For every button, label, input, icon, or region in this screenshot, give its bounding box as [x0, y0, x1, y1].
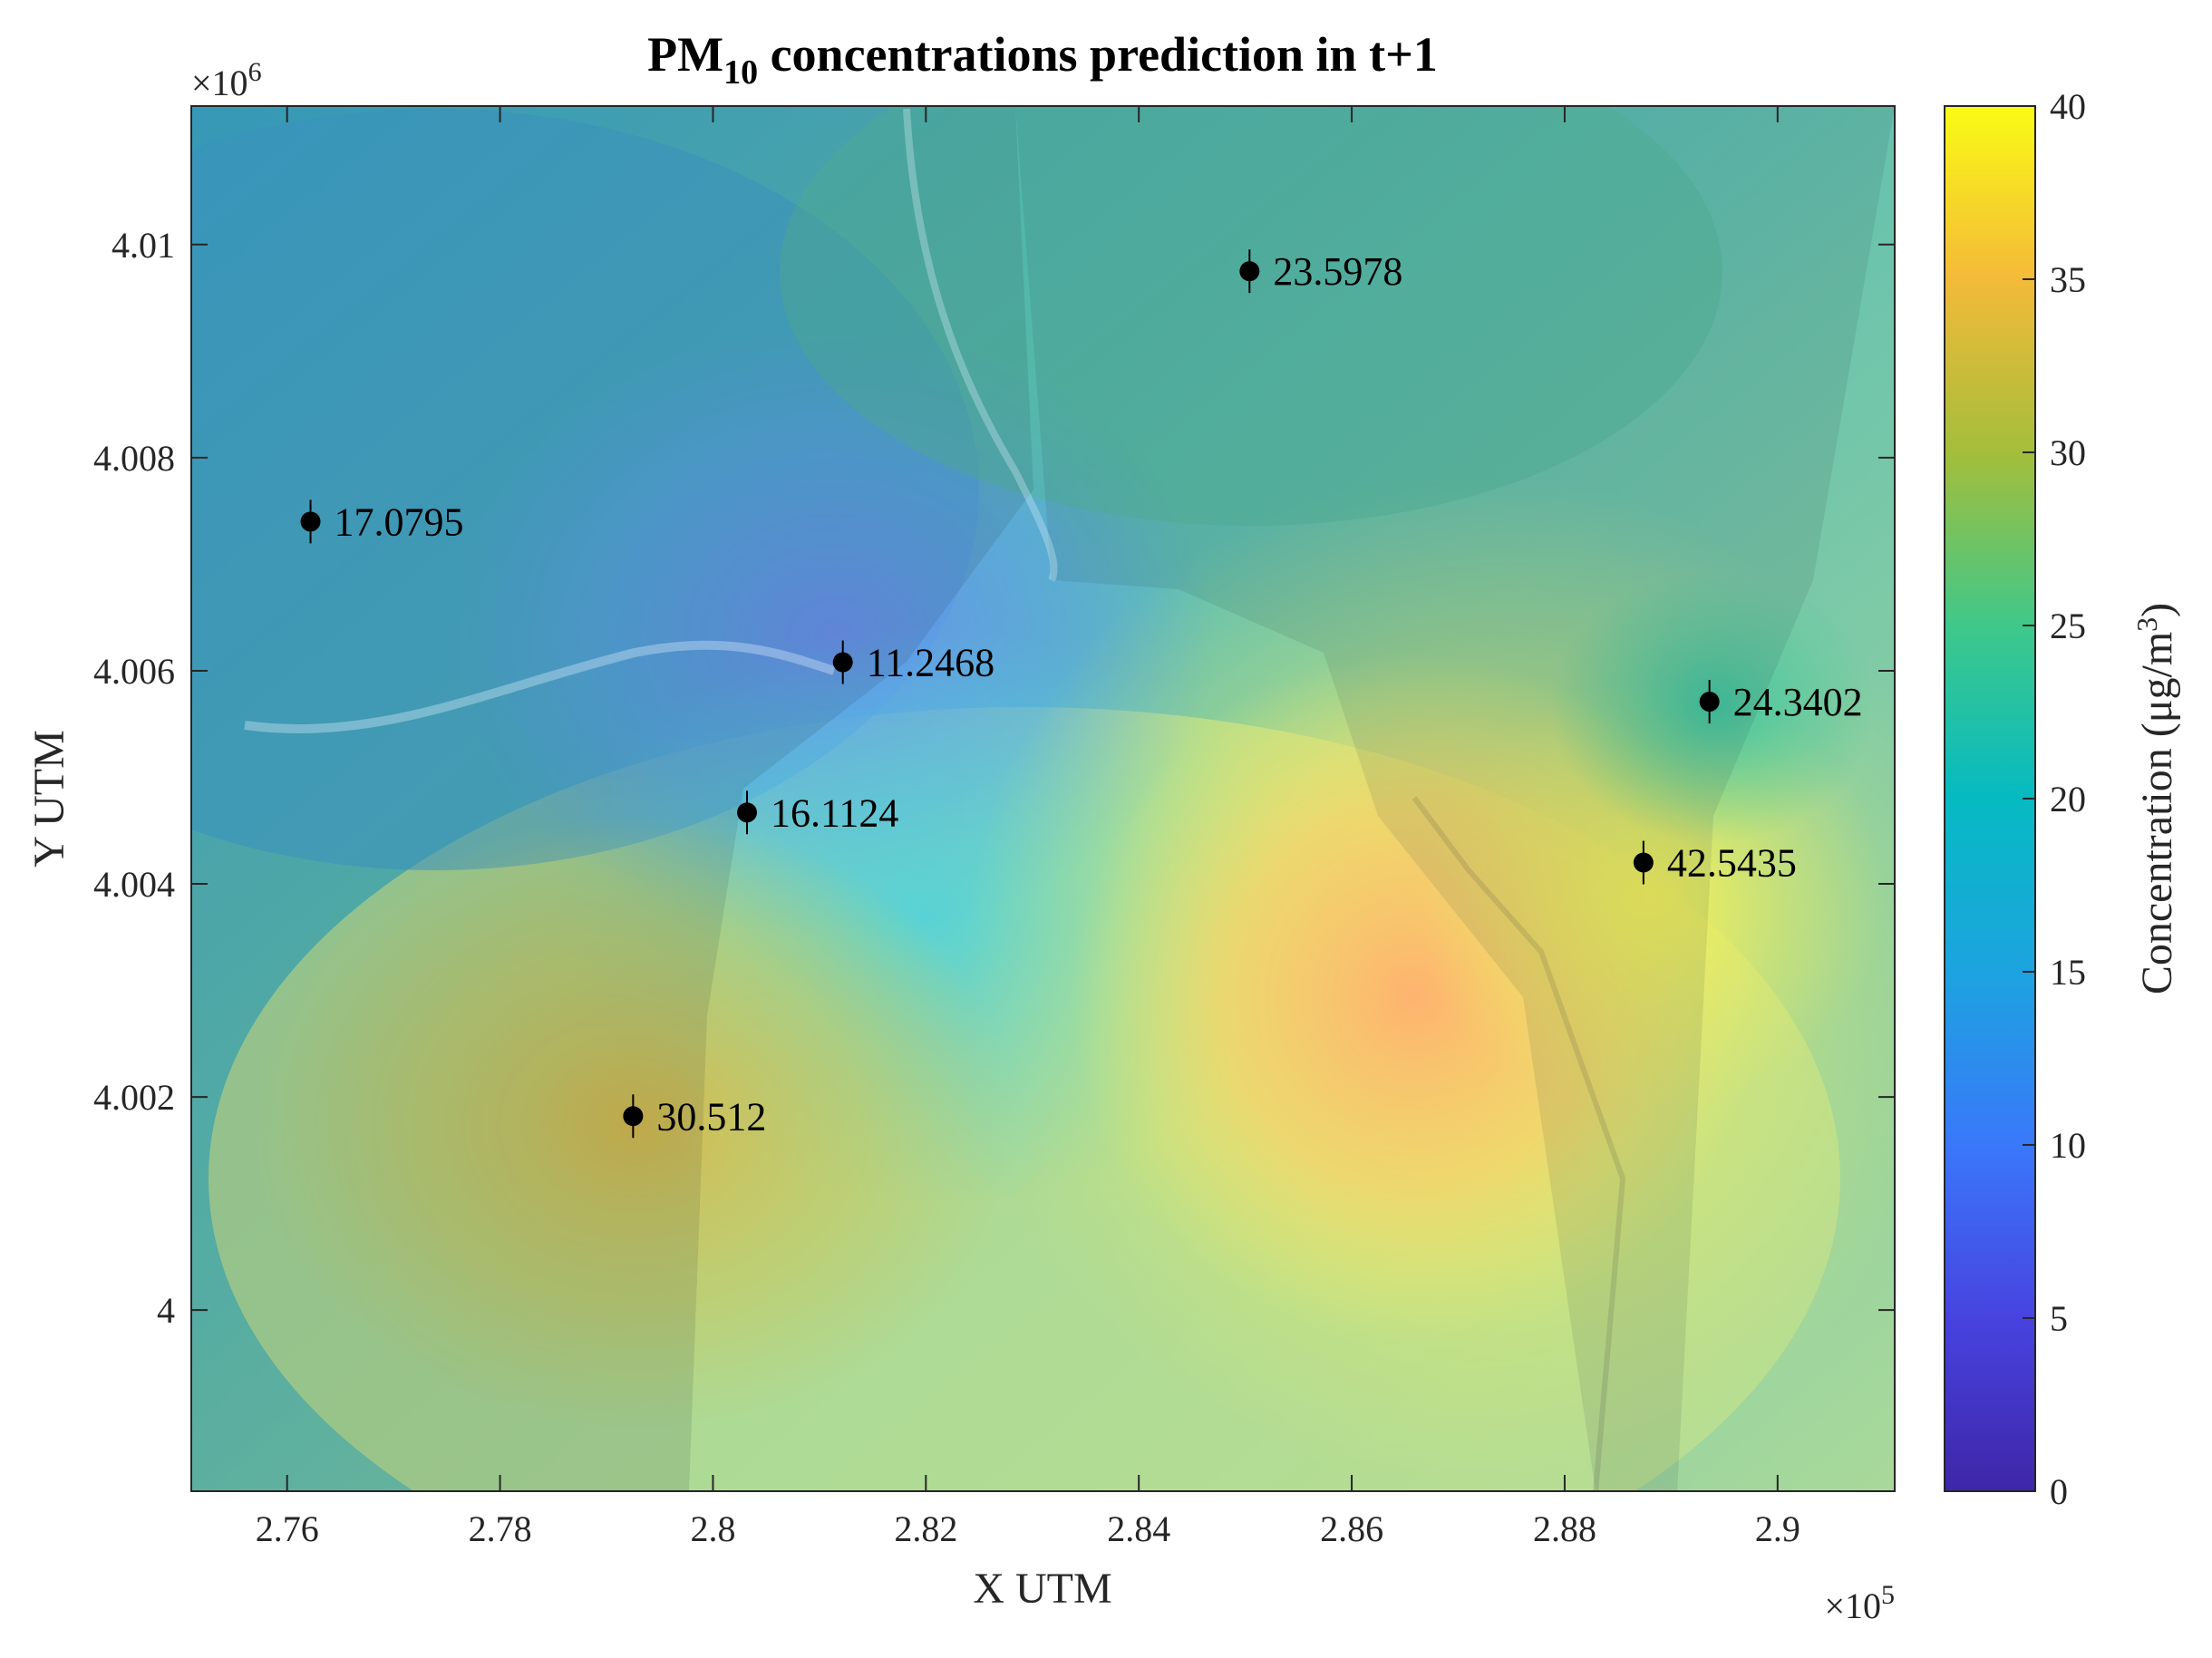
- colorbar-label: Concentration (μg/m3): [2130, 603, 2181, 994]
- colorbar-tick-label: 30: [2050, 432, 2086, 473]
- colorbar-tick-label: 10: [2050, 1125, 2086, 1166]
- station-marker: [1633, 852, 1654, 873]
- station-value-label: 42.5435: [1667, 841, 1797, 886]
- x-tick-label: 2.8: [690, 1508, 735, 1549]
- x-tick-label: 2.78: [469, 1508, 532, 1549]
- y-tick-label: 4.006: [93, 651, 175, 692]
- x-tick-label: 2.84: [1107, 1508, 1170, 1549]
- station-points: 17.0795 11.2468 16.1124 30.512 23.5978 24.340…: [300, 249, 1863, 1139]
- y-tick-label: 4: [157, 1290, 175, 1331]
- colorbar-tick-label: 5: [2050, 1298, 2068, 1339]
- station-value-label: 24.3402: [1733, 680, 1863, 724]
- x-axis-label: X UTM: [973, 1565, 1111, 1613]
- colorbar-tick-label: 20: [2050, 779, 2086, 819]
- colorbar: [1944, 105, 2036, 1492]
- colorbar-tick-label: 25: [2050, 606, 2086, 646]
- x-tick-label: 2.9: [1755, 1508, 1800, 1549]
- x-tick-label: 2.82: [894, 1508, 957, 1549]
- colorbar-tick-label: 0: [2050, 1471, 2068, 1512]
- y-tick-label: 4.01: [112, 225, 175, 266]
- x-tick-label: 2.88: [1533, 1508, 1596, 1549]
- station-marker: [623, 1106, 644, 1127]
- colorbar-tick-label: 15: [2050, 952, 2086, 993]
- plot-frame: [190, 105, 1896, 1492]
- station-value-label: 30.512: [656, 1094, 766, 1139]
- colorbar-ticks: 0 5 10 15 20 25 30 35 40: [2023, 86, 2086, 1512]
- y-tick-label: 4.004: [93, 864, 175, 905]
- station-value-label: 23.5978: [1273, 249, 1402, 294]
- x-axis-ticks: 2.76 2.78 2.8 2.82 2.84 2.86 2.88 2.9: [256, 106, 1800, 1549]
- y-tick-label: 4.008: [93, 438, 175, 479]
- y-axis-ticks: 4 4.002 4.004 4.006 4.008 4.01: [93, 225, 1895, 1331]
- x-tick-label: 2.86: [1320, 1508, 1383, 1549]
- station-marker: [737, 802, 758, 823]
- station-value-label: 11.2468: [867, 641, 994, 685]
- colorbar-tick-label: 40: [2050, 86, 2086, 127]
- y-multiplier: ×106: [191, 57, 262, 103]
- station-marker: [832, 652, 853, 673]
- x-tick-label: 2.76: [256, 1508, 319, 1549]
- station-marker: [300, 511, 321, 532]
- y-tick-label: 4.002: [93, 1077, 175, 1118]
- y-axis-label: Y UTM: [25, 730, 73, 868]
- x-multiplier: ×105: [1824, 1580, 1895, 1626]
- chart-title: PM10 concentrations prediction in t+1: [647, 27, 1438, 92]
- station-value-label: 17.0795: [335, 499, 464, 544]
- station-value-label: 16.1124: [771, 790, 898, 835]
- heatmap-field: [191, 106, 1895, 1491]
- colorbar-tick-label: 35: [2050, 259, 2086, 300]
- station-marker: [1239, 261, 1260, 282]
- station-marker: [1699, 692, 1720, 713]
